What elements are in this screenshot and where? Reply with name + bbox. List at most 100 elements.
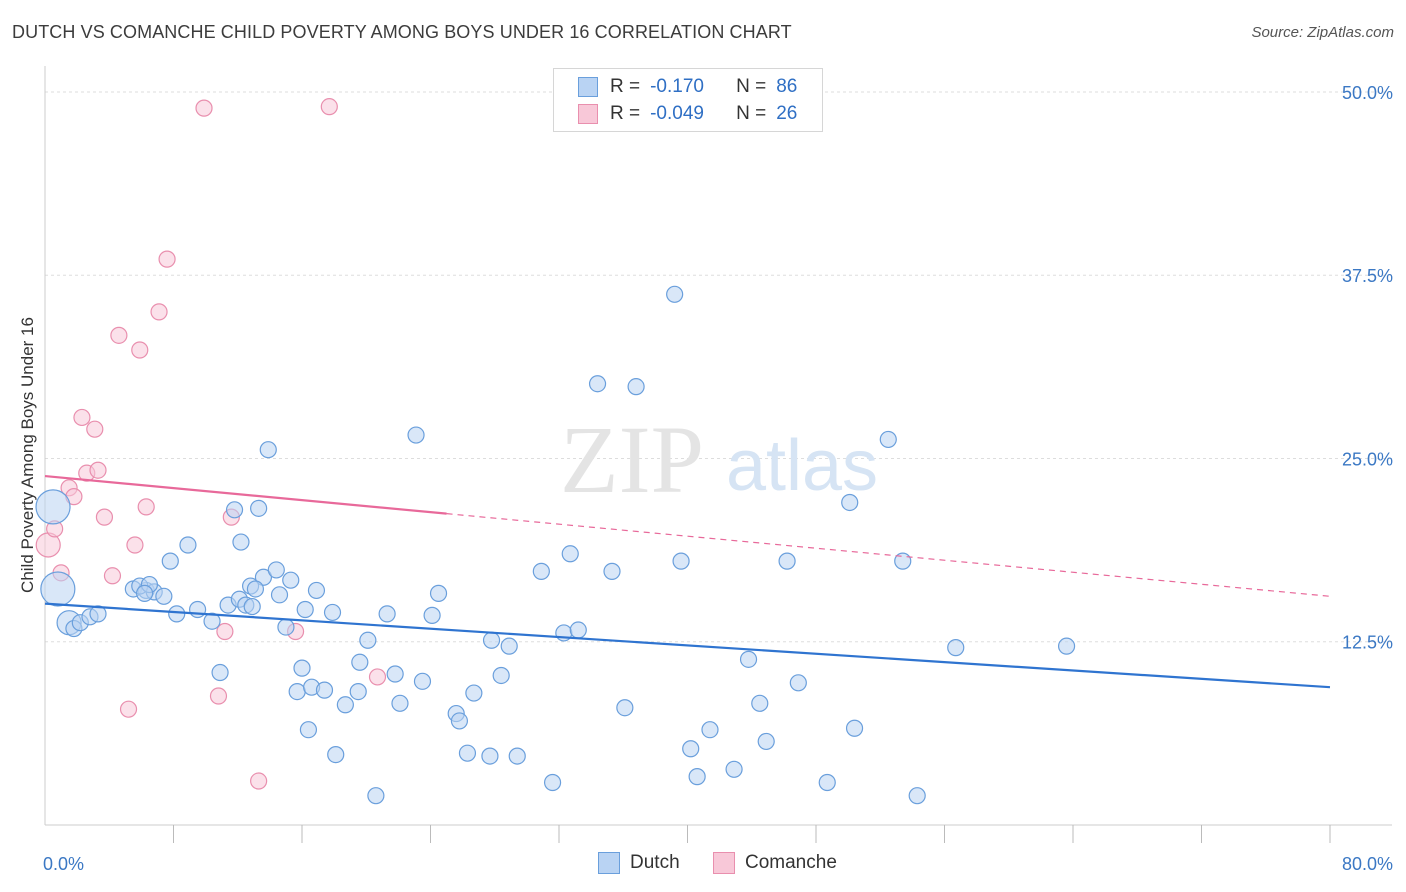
dutch-point	[367, 787, 385, 805]
comanche-point	[103, 567, 122, 585]
dutch-point	[307, 581, 326, 600]
dutch-legend-label: Dutch	[630, 852, 680, 873]
dutch-point	[225, 501, 244, 519]
axes	[44, 66, 1392, 843]
dutch-point	[267, 561, 285, 579]
dutch-point	[616, 699, 634, 717]
dutch-point	[757, 732, 775, 751]
dutch-point	[429, 584, 448, 602]
comanche-point	[150, 303, 168, 321]
dutch-point	[725, 760, 743, 778]
dutch-point	[299, 721, 318, 739]
dutch-point	[293, 659, 311, 677]
dutch-point	[386, 665, 404, 683]
comanche-point	[250, 772, 268, 790]
y-tick-label: 37.5%	[1342, 266, 1393, 286]
dutch-point	[270, 586, 289, 604]
comanche-point	[73, 408, 91, 427]
dutch-point	[458, 744, 477, 762]
chart-title: DUTCH VS COMANCHE CHILD POVERTY AMONG BO…	[12, 22, 792, 42]
dutch-point	[296, 600, 314, 619]
watermark-zip: ZIP	[560, 406, 704, 513]
dutch-point	[1057, 637, 1076, 655]
comanche-point	[119, 700, 138, 718]
dutch-point	[243, 597, 261, 616]
dutch-point	[336, 696, 354, 714]
y-tick-label: 25.0%	[1342, 449, 1393, 469]
dutch-point	[482, 631, 501, 649]
dutch-point	[778, 552, 796, 570]
dutch-point	[682, 740, 700, 758]
y-tick-label: 50.0%	[1342, 83, 1393, 103]
dutch-point	[359, 631, 377, 649]
series-comanche	[35, 98, 387, 790]
dutch-point	[423, 606, 441, 624]
dutch-point	[603, 562, 621, 580]
dutch-point	[407, 426, 425, 444]
comanche-point	[131, 341, 149, 359]
legend-row-comanche: R = -0.049 N = 26	[578, 102, 797, 126]
comanche-point	[209, 687, 228, 705]
dutch-legend-swatch	[598, 852, 620, 874]
dutch-point	[532, 562, 550, 580]
dutch-point	[250, 499, 268, 517]
dutch-point	[492, 666, 510, 685]
series-dutch	[35, 285, 1076, 805]
n-value: 86	[776, 76, 798, 97]
dutch-point	[35, 489, 71, 525]
n-label: N =	[736, 76, 767, 97]
dutch-point	[315, 681, 334, 699]
dutch-point	[288, 682, 306, 701]
gridlines	[45, 91, 1392, 643]
dutch-point	[666, 285, 684, 303]
r-value: -0.170	[650, 76, 704, 97]
dutch-point	[188, 600, 207, 619]
stats-legend: R = -0.170 N = 86 R = -0.049 N = 26	[553, 68, 823, 132]
dutch-point	[246, 580, 265, 598]
dutch-point	[349, 682, 367, 701]
dutch-point	[789, 674, 807, 692]
y-tick-label: 12.5%	[1342, 633, 1393, 653]
dutch-point	[161, 552, 179, 570]
comanche-point	[95, 508, 114, 526]
dutch-point	[908, 787, 926, 805]
dutch-point	[89, 605, 107, 623]
dutch-point	[254, 568, 273, 586]
dutch-point	[688, 768, 706, 786]
dutch-point	[211, 663, 229, 682]
tick-labels: 12.5% 25.0% 37.5% 50.0% 0.0% 80.0%	[43, 83, 1393, 874]
dutch-point	[508, 747, 526, 765]
comanche-swatch	[578, 104, 598, 124]
dutch-point	[588, 375, 607, 393]
n-label: N =	[736, 103, 767, 124]
r-value: -0.049	[650, 103, 704, 124]
dutch-point	[543, 773, 562, 792]
dutch-point	[277, 618, 295, 636]
dutch-point	[40, 571, 76, 607]
comanche-trend-extension	[446, 513, 1331, 597]
series-legend: Dutch Comanche	[0, 852, 1406, 878]
x-tick-label: 0.0%	[43, 854, 84, 874]
dutch-trend-line	[44, 602, 1331, 689]
legend-item-comanche[interactable]: Comanche	[713, 852, 837, 874]
legend-row-dutch: R = -0.170 N = 86	[578, 75, 797, 99]
dutch-point	[351, 653, 369, 671]
dutch-point	[841, 493, 859, 512]
dutch-point	[378, 605, 396, 623]
dutch-point	[739, 650, 758, 668]
dutch-point	[168, 605, 186, 623]
comanche-legend-swatch	[713, 852, 735, 874]
watermark: ZIP atlas	[560, 406, 878, 513]
dutch-point	[282, 571, 300, 589]
dutch-point	[203, 612, 221, 630]
dutch-point	[672, 552, 690, 570]
dutch-point	[450, 712, 469, 730]
dutch-point	[751, 694, 769, 712]
dutch-point	[561, 545, 579, 563]
comanche-point	[89, 461, 107, 479]
dutch-point	[323, 603, 342, 622]
trend-lines	[44, 474, 1331, 689]
dutch-point	[481, 747, 499, 765]
legend-item-dutch[interactable]: Dutch	[598, 852, 680, 874]
